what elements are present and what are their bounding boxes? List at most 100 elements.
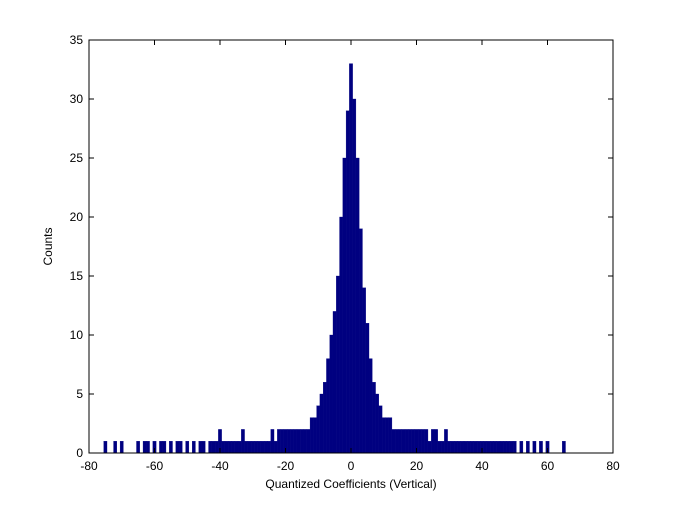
histogram-bar	[142, 441, 147, 454]
histogram-bar	[467, 441, 471, 454]
y-tick-label: 0	[76, 446, 83, 460]
histogram-bar	[391, 429, 396, 454]
histogram-bar	[395, 429, 399, 454]
histogram-bar	[178, 441, 183, 454]
histogram-bar	[503, 441, 507, 454]
histogram-bar	[476, 441, 481, 454]
histogram-bar	[264, 441, 268, 454]
x-tick-label: 20	[410, 459, 424, 473]
y-tick-label: 30	[70, 92, 84, 106]
histogram-bar	[411, 429, 416, 454]
histogram-bar	[326, 358, 330, 454]
histogram-bar	[185, 441, 190, 454]
x-tick-label: -40	[211, 459, 229, 473]
histogram-bar	[119, 441, 124, 454]
histogram-bar	[146, 441, 150, 454]
histogram-bar	[519, 441, 524, 454]
histogram-bar	[490, 441, 494, 454]
histogram-bar	[211, 441, 216, 454]
histogram-bar	[509, 441, 514, 454]
histogram-bar	[309, 417, 314, 454]
histogram-bar	[457, 441, 461, 454]
histogram-bar	[296, 429, 301, 454]
histogram-bar	[198, 441, 203, 454]
histogram-bar	[562, 441, 566, 454]
histogram-bar	[247, 441, 252, 454]
histogram-bar	[506, 441, 510, 454]
histogram-bar	[175, 441, 180, 454]
histogram-bar	[329, 334, 334, 454]
histogram-bar	[103, 441, 108, 454]
histogram-bar	[440, 441, 445, 454]
histogram-bar	[303, 429, 307, 454]
y-tick-label: 25	[70, 151, 84, 165]
histogram-bar	[404, 429, 409, 454]
histogram-bar	[260, 441, 265, 454]
histogram-bar	[313, 417, 317, 454]
histogram-bar	[250, 441, 255, 454]
histogram-bar	[237, 441, 242, 454]
histogram-bar	[214, 441, 219, 454]
histogram-bar	[408, 429, 412, 454]
histogram-bar	[293, 429, 298, 454]
histogram-bar	[359, 228, 363, 454]
histogram-bar	[372, 382, 376, 454]
histogram-bar	[431, 429, 435, 454]
histogram-bar	[270, 429, 275, 454]
x-axis-ticks: -80 -60 -40 -20 0 20 40 60 80	[80, 40, 620, 473]
histogram-bar	[342, 157, 347, 454]
histogram-bar	[345, 110, 350, 454]
histogram-bar	[290, 429, 294, 454]
histogram-bar	[473, 441, 478, 454]
histogram-bar	[267, 441, 271, 454]
x-tick-label: 0	[348, 459, 355, 473]
histogram-bar	[421, 429, 425, 454]
histogram-bar	[319, 393, 324, 454]
histogram-bar	[273, 441, 278, 454]
histogram-bar	[526, 441, 530, 454]
histogram-bar	[493, 441, 497, 454]
histogram-bar	[339, 216, 343, 454]
histogram-bar	[434, 429, 438, 454]
y-axis-ticks: 0 5 10 15 20 25 30 35	[70, 33, 613, 460]
histogram-bar	[277, 429, 281, 454]
histogram-bar	[470, 441, 474, 454]
histogram-bar	[349, 63, 353, 454]
histogram-bar	[512, 441, 517, 454]
histogram-bar	[257, 441, 262, 454]
histogram-bar	[539, 441, 543, 454]
histogram-bar	[444, 429, 448, 454]
histogram-bar	[162, 441, 167, 454]
histogram-bar	[332, 311, 337, 454]
histogram-bar	[424, 429, 429, 454]
histogram-bar	[437, 441, 442, 454]
histogram-bar	[355, 157, 360, 454]
x-tick-label: 40	[475, 459, 489, 473]
histogram-bar	[401, 429, 406, 454]
histogram-bar	[234, 441, 239, 454]
histogram-bar	[336, 275, 340, 454]
x-tick-label: 80	[606, 459, 620, 473]
y-tick-label: 20	[70, 210, 84, 224]
histogram-bar	[280, 429, 285, 454]
y-tick-label: 35	[70, 33, 84, 47]
histogram-bar	[201, 441, 206, 454]
histogram-bar	[224, 441, 229, 454]
histogram-bar	[417, 429, 422, 454]
histogram-bar	[499, 441, 504, 454]
x-axis-label: Quantized Coefficients (Vertical)	[265, 477, 436, 491]
histogram-bar	[254, 441, 258, 454]
histogram-bar	[159, 441, 163, 454]
histogram-bar	[306, 429, 311, 454]
histogram-bar	[368, 358, 373, 454]
y-tick-label: 15	[70, 269, 84, 283]
histogram-bar	[486, 441, 491, 454]
histogram-bar	[113, 441, 117, 454]
histogram-bar	[169, 441, 173, 454]
histogram-bar	[300, 429, 304, 454]
histogram-bar	[221, 441, 226, 454]
histogram-bar	[378, 405, 383, 454]
x-tick-label: 60	[541, 459, 555, 473]
y-tick-label: 10	[70, 328, 84, 342]
histogram-bar	[483, 441, 488, 454]
